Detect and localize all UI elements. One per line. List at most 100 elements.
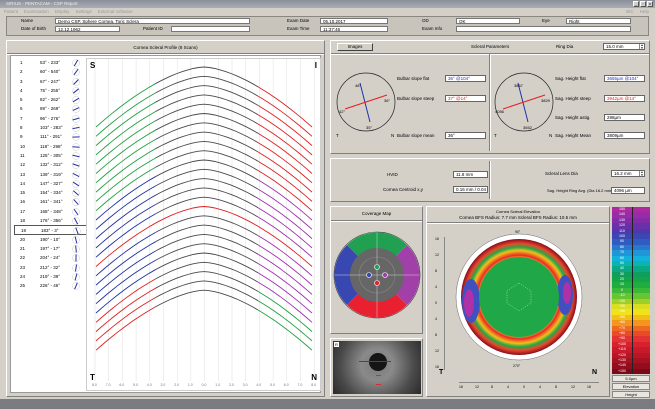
map-type[interactable]: Height: [612, 391, 650, 399]
scan-row[interactable]: 8 103° - 283°: [14, 123, 89, 132]
scan-number: 8: [20, 125, 23, 131]
dob-field[interactable]: 12.12.1962: [55, 26, 120, 32]
legend-value: +150: [612, 368, 632, 375]
exam-info-field[interactable]: [456, 26, 631, 32]
patient-id-field[interactable]: [171, 26, 250, 32]
x-tick: 0: [523, 385, 525, 389]
name-field[interactable]: Demo CSP, Sphere Cornea, Toric Sclera: [55, 18, 250, 24]
scan-row[interactable]: 13 139° - 319°: [14, 170, 89, 179]
legend-step: +120: [612, 352, 650, 358]
scan-row[interactable]: 7 96° - 276°: [14, 114, 89, 123]
scan-direction-icon: [73, 227, 81, 236]
scan-row[interactable]: 18 176° - 356°: [14, 216, 89, 225]
scan-row[interactable]: 20 190° - 10°: [14, 235, 89, 244]
profile-title: Cornea Scleral Profile (8 Scans): [133, 45, 198, 50]
eye-image[interactable]: R: [333, 341, 421, 394]
menu-help[interactable]: Help: [639, 9, 649, 14]
ring-dia-spinner[interactable]: ▲ ▼: [639, 43, 644, 50]
minimize-button[interactable]: _: [633, 1, 639, 7]
scan-row[interactable]: 10 118° - 298°: [14, 142, 89, 151]
sag-ring-field[interactable]: 4096 µm: [611, 187, 645, 194]
x-tick: 4: [539, 385, 541, 389]
scan-direction-icon: [72, 77, 80, 86]
corner-label-i: I: [314, 61, 317, 70]
ring-dia-input[interactable]: 15.0 mm ▲ ▼: [603, 43, 645, 50]
scan-row[interactable]: 3 67° - 247°: [14, 77, 89, 86]
eye-field[interactable]: Right: [566, 18, 631, 24]
legend-swatch: [632, 293, 650, 299]
sag-steep-field[interactable]: 3942µm @14°: [604, 95, 645, 102]
lens-dia-value: 16.2 mm: [614, 171, 632, 176]
scan-row[interactable]: 15 154° - 334°: [14, 188, 89, 197]
scan-row[interactable]: 4 75° - 255°: [14, 86, 89, 95]
elevation-x-axis: 16 12 8 4 0 4 8 12 16: [459, 382, 599, 390]
x-tick: 12: [475, 385, 479, 389]
scan-angle-range: 154° - 334°: [40, 190, 63, 196]
dial-right-t: T: [494, 133, 497, 138]
exam-time-field[interactable]: 11:37:46: [320, 26, 388, 32]
legend-value: +60: [612, 320, 632, 326]
step-size[interactable]: 5.0µm: [612, 375, 650, 383]
scan-row[interactable]: 17 168° - 348°: [14, 207, 89, 216]
scan-row[interactable]: 21 197° - 17°: [14, 244, 89, 253]
menu-btc[interactable]: BtC: [626, 9, 634, 14]
scan-angle-range: 125° - 305°: [40, 152, 63, 158]
legend-swatch: [632, 298, 650, 305]
scan-row[interactable]: 22 204° - 24°: [14, 253, 89, 262]
lens-dia-spinner[interactable]: ▲ ▼: [639, 170, 644, 177]
scan-row[interactable]: 6 89° - 269°: [14, 104, 89, 114]
sag-mean-field[interactable]: 3809µm: [604, 132, 645, 139]
scan-angle-range: 183° - 3°: [41, 228, 59, 234]
menu-settings[interactable]: Settings: [75, 9, 92, 14]
legend-value: -10: [612, 293, 632, 299]
close-button[interactable]: x: [647, 1, 653, 7]
sag-astig-field[interactable]: 288µm: [604, 114, 645, 121]
y-tick: 8: [435, 269, 437, 273]
od-field[interactable]: OK: [456, 18, 520, 24]
scan-row[interactable]: 16 161° - 341°: [14, 197, 89, 207]
images-button[interactable]: Images: [337, 43, 373, 51]
scan-row[interactable]: 14 147° - 327°: [14, 179, 89, 188]
scan-row[interactable]: 1 53° - 233°: [14, 58, 89, 67]
scan-row[interactable]: 9 111° - 291°: [14, 132, 89, 142]
scan-row[interactable]: 19 183° - 3°: [14, 225, 89, 236]
x-tick: 8.0: [311, 383, 317, 387]
exam-date-field[interactable]: 05.10.2017: [320, 18, 388, 24]
scan-row[interactable]: 2 60° - 540°: [14, 67, 89, 76]
scan-row[interactable]: 24 219° - 39°: [14, 272, 89, 281]
lens-dia-input[interactable]: 16.2 mm ▲ ▼: [611, 170, 645, 177]
patient-id-label: Patient ID: [143, 26, 163, 31]
menu-examination[interactable]: Examination: [24, 9, 49, 14]
scan-row[interactable]: 23 212° - 32°: [14, 263, 89, 272]
menu-external-software[interactable]: External software: [97, 9, 133, 14]
scan-row[interactable]: 12 132° - 312°: [14, 160, 89, 169]
scan-row[interactable]: 25 226° - 46°: [14, 281, 89, 290]
scan-row[interactable]: 11 125° - 305°: [14, 151, 89, 160]
legend-swatch: [632, 336, 650, 342]
hvid-field[interactable]: 11.8 mm: [453, 171, 488, 178]
dial-left-t: T: [336, 133, 339, 138]
x-tick: 4.0: [146, 383, 152, 387]
bulbar-mean-field[interactable]: 36°: [445, 132, 486, 139]
sag-height-dial: [494, 72, 554, 132]
legend-swatch: [632, 271, 650, 278]
legend-swatch: [632, 309, 650, 315]
scan-direction-icon: [72, 124, 80, 132]
menu-patient[interactable]: Patient: [4, 9, 19, 14]
legend-value: +120: [612, 352, 632, 358]
y-tick: 8: [435, 333, 437, 337]
legend-step: +80: [612, 330, 650, 337]
legend-step: +140: [612, 363, 650, 369]
scan-row[interactable]: 5 82° - 262°: [14, 95, 89, 104]
maximize-button[interactable]: ▫: [640, 1, 646, 7]
menu-display[interactable]: Display: [54, 9, 70, 14]
centroid-field[interactable]: 0.16 mm / 0.04 mm: [453, 186, 488, 193]
legend-step: -10: [612, 293, 650, 299]
bulbar-steep-field[interactable]: 37° @14°: [445, 95, 486, 102]
legend-value: +110: [612, 347, 632, 353]
sag-flat-field[interactable]: 3655µm @104°: [604, 75, 645, 82]
y-tick: 4: [435, 317, 437, 321]
scan-direction-icon: [72, 68, 80, 76]
map-mode[interactable]: Elevation: [612, 383, 650, 391]
bulbar-flat-field[interactable]: 36° @104°: [445, 75, 486, 82]
